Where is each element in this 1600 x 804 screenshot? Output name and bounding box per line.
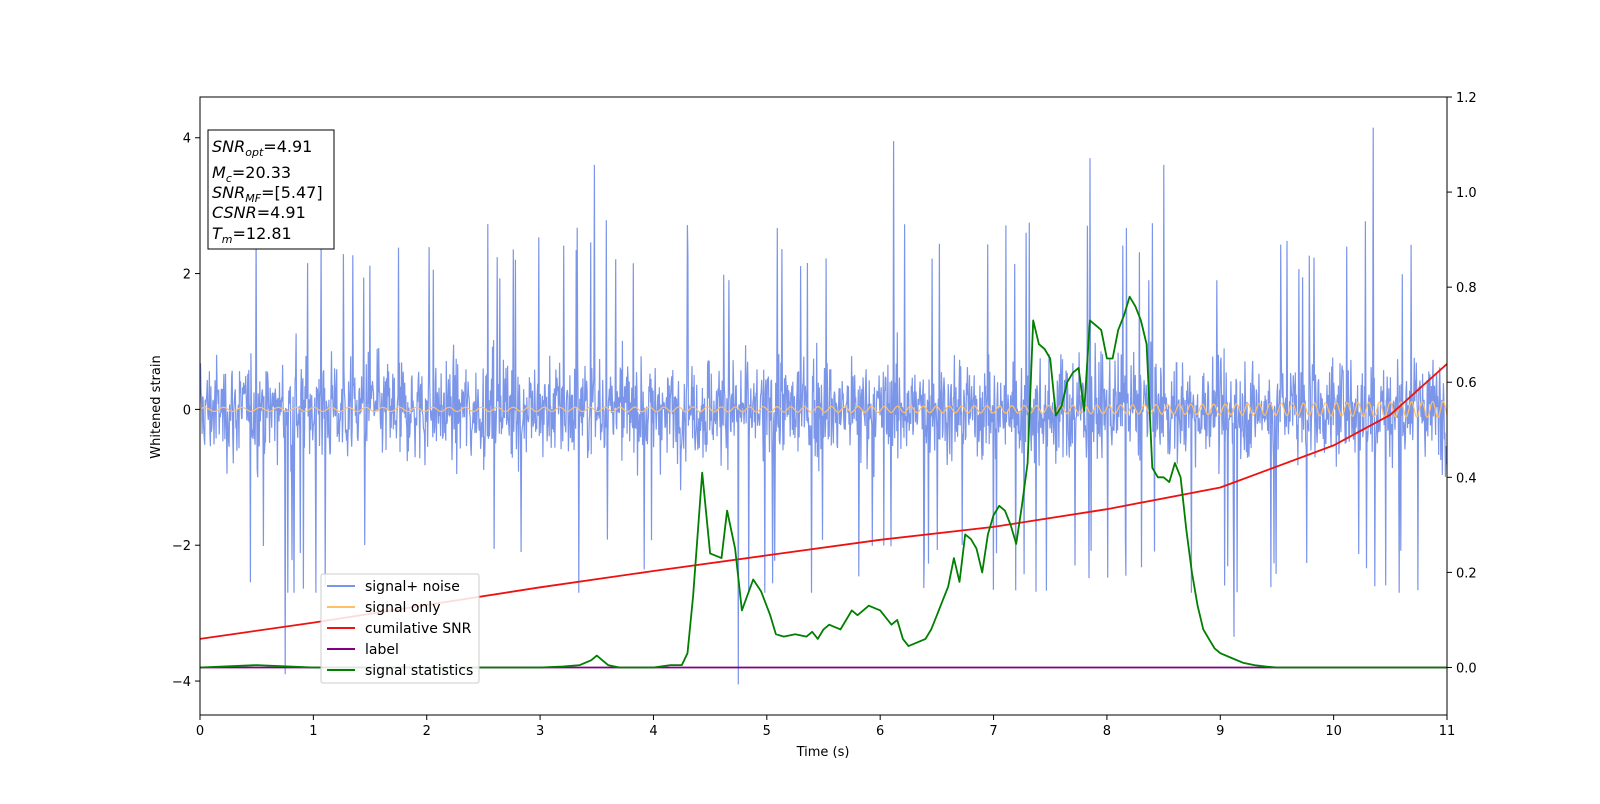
annotation-csnr: CSNR=4.91 — [212, 203, 306, 222]
svg-text:signal only: signal only — [365, 600, 440, 616]
y-tick-label-4: −4 — [172, 675, 191, 690]
y2-tick-label-6: 0.0 — [1456, 661, 1477, 676]
y-tick-label-1: 2 — [183, 268, 191, 283]
svg-text:signal+ noise: signal+ noise — [365, 579, 460, 595]
y2-tick-label-0: 1.2 — [1456, 91, 1477, 106]
series-signal-noise — [200, 127, 1447, 685]
y-tick-label-0: 4 — [183, 132, 191, 147]
y-axis-label: Whitened strain — [149, 355, 164, 458]
y2-tick-label-5: 0.2 — [1456, 566, 1477, 581]
annotation-snr-mf: SNRMF=[5.47] — [212, 183, 323, 205]
x-tick-label-0: 0 — [196, 724, 204, 739]
axes-layer: 0 1 2 3 4 5 6 7 8 9 10 11 4 2 0 −2 −4 1.2 1.0 0.8 0.6 0.4 0.2 0… — [172, 91, 1477, 739]
plot-frame — [199, 96, 1448, 716]
x-tick-label-4: 4 — [649, 724, 657, 739]
legend: signal+ noise signal only cumilative SNR… — [320, 573, 480, 684]
series-signal-statistics — [200, 295, 1447, 669]
x-tick-label-5: 5 — [763, 724, 771, 739]
y-tick-label-3: −2 — [172, 539, 191, 554]
annotation-tm: Tm=12.81 — [212, 224, 292, 246]
legend-entry-cumulative-snr: cumilative SNR — [327, 621, 472, 637]
x-axis-label: Time (s) — [796, 745, 850, 760]
x-tick-label-6: 6 — [876, 724, 884, 739]
x-tick-label-11: 11 — [1439, 724, 1456, 739]
legend-entry-label: label — [327, 642, 399, 658]
svg-text:label: label — [365, 642, 399, 658]
x-tick-label-9: 9 — [1216, 724, 1224, 739]
x-tick-label-2: 2 — [423, 724, 431, 739]
annotation-mc: Mc=20.33 — [212, 163, 291, 185]
x-tick-label-3: 3 — [536, 724, 544, 739]
y2-tick-label-1: 1.0 — [1456, 186, 1477, 201]
annotation-box: SNRopt=4.91 Mc=20.33 SNRMF=[5.47] CSNR=4… — [207, 129, 335, 250]
y2-tick-label-4: 0.4 — [1456, 471, 1477, 486]
x-tick-label-1: 1 — [309, 724, 317, 739]
x-tick-label-8: 8 — [1103, 724, 1111, 739]
legend-entry-signal-noise: signal+ noise — [327, 579, 460, 595]
legend-entry-signal-statistics: signal statistics — [327, 663, 473, 679]
svg-text:signal statistics: signal statistics — [365, 663, 473, 679]
y2-tick-label-2: 0.8 — [1456, 281, 1477, 296]
x-tick-label-10: 10 — [1325, 724, 1342, 739]
y-tick-label-2: 0 — [183, 403, 191, 418]
series-signal-only — [200, 400, 1447, 419]
y2-tick-label-3: 0.6 — [1456, 376, 1477, 391]
svg-text:cumilative SNR: cumilative SNR — [365, 621, 472, 637]
legend-entry-signal-only: signal only — [327, 600, 440, 616]
x-tick-label-7: 7 — [989, 724, 997, 739]
annotation-snr-opt: SNRopt=4.91 — [212, 137, 312, 159]
